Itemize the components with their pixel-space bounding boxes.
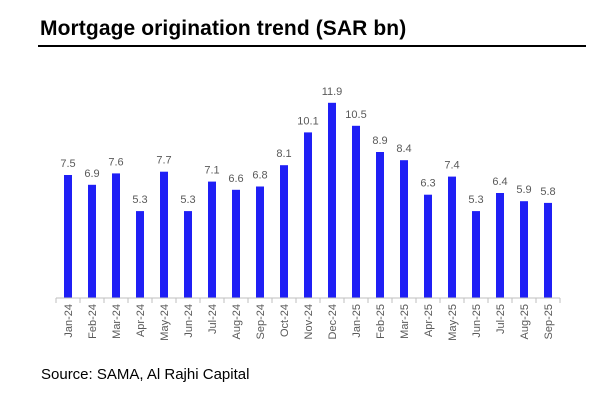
data-label: 6.4 [492,176,507,188]
x-tick-label: Dec-24 [327,304,339,339]
x-tick-label: Jun-24 [183,304,195,338]
x-tick-label: Apr-25 [423,304,435,337]
data-label: 8.4 [396,143,411,155]
bar-jan-24 [64,175,72,298]
x-tick-label: Jan-25 [351,304,363,338]
data-label: 5.3 [468,194,483,206]
data-label: 5.9 [516,184,531,196]
bar-chart: 7.5 Jan-24 6.9 Feb-24 7.6 Mar-24 5.3 Apr-24 7.7 M… [55,86,561,341]
data-label: 6.8 [252,170,267,182]
bar-jan-25 [352,125,360,298]
data-label: 7.1 [204,165,219,177]
bar-sep-25 [544,202,552,298]
source-note: Source: SAMA, Al Rajhi Capital [41,366,250,383]
bar-feb-25 [376,152,384,298]
x-tick-label: Aug-25 [519,304,531,339]
bar-jul-24 [208,181,216,298]
bar-jul-25 [496,193,504,298]
data-label: 7.7 [156,155,171,167]
bar-feb-24 [88,184,96,298]
bar-dec-24 [328,102,336,298]
x-tick-label: Mar-25 [399,304,411,339]
x-tick-label: May-25 [447,304,459,341]
bar-aug-25 [520,201,528,298]
bar-jun-25 [472,211,480,298]
data-label: 7.6 [108,156,123,168]
bar-apr-24 [136,211,144,298]
bar-nov-24 [304,132,312,298]
x-tick-label: Jun-25 [471,304,483,338]
x-tick-label: Jul-24 [207,304,219,334]
x-tick-label: Aug-24 [231,304,243,339]
bar-may-24 [160,171,168,298]
x-tick-label: Sep-24 [255,304,267,339]
bar-mar-24 [112,173,120,298]
data-label: 7.5 [60,158,75,170]
chart-title: Mortgage origination trend (SAR bn) [40,17,407,40]
data-label: 7.4 [444,160,459,172]
x-tick-label: Jan-24 [63,304,75,338]
x-tick-label: May-24 [159,304,171,341]
data-label: 6.9 [84,168,99,180]
x-tick-label: Sep-25 [543,304,555,339]
data-label: 6.3 [420,178,435,190]
x-tick-label: Apr-24 [135,304,147,337]
bar-aug-24 [232,189,240,298]
title-underline [38,45,586,47]
bar-may-25 [448,176,456,298]
x-tick-label: Oct-24 [279,304,291,337]
data-label: 6.6 [228,173,243,185]
data-label: 5.3 [132,194,147,206]
bar-sep-24 [256,186,264,298]
x-tick-label: Mar-24 [111,304,123,339]
bar-oct-24 [280,165,288,298]
data-label: 10.5 [345,109,366,121]
data-label: 11.9 [322,86,343,98]
x-tick-label: Nov-24 [303,304,315,339]
x-tick-label: Jul-25 [495,304,507,334]
data-label: 8.1 [276,148,291,160]
bar-apr-25 [424,194,432,298]
x-tick-label: Feb-25 [375,304,387,339]
data-label: 5.8 [540,186,555,198]
data-label: 8.9 [372,135,387,147]
data-label: 10.1 [297,115,318,127]
bar-mar-25 [400,160,408,298]
bar-jun-24 [184,211,192,298]
x-tick-label: Feb-24 [87,304,99,339]
data-label: 5.3 [180,194,195,206]
